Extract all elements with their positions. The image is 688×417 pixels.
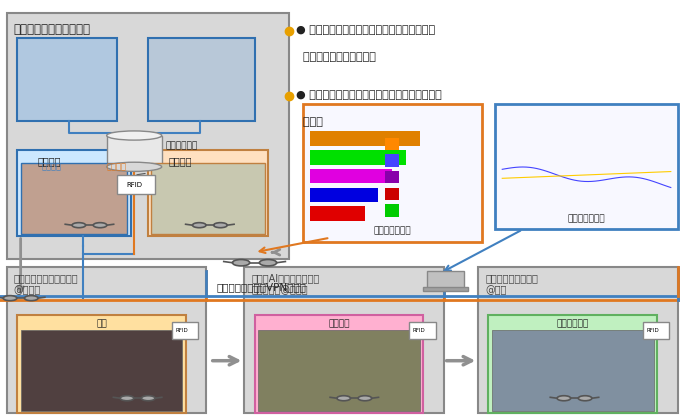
Text: 立・検査の各工程を模擬: 立・検査の各工程を模擬	[296, 52, 376, 62]
Bar	[409, 322, 436, 339]
Bar	[172, 322, 198, 339]
Text: バリ取り: バリ取り	[169, 156, 192, 166]
Bar	[117, 175, 155, 194]
Bar	[385, 188, 399, 200]
Text: データベース: データベース	[165, 141, 197, 151]
Bar	[258, 330, 420, 411]
Text: RFID: RFID	[126, 182, 142, 188]
Bar	[385, 204, 399, 217]
Text: 稼働状況: 稼働状況	[41, 162, 61, 171]
Text: 産業技術総合研究所
@東京: 産業技術総合研究所 @東京	[485, 273, 538, 295]
Bar	[148, 38, 255, 121]
Text: 工程の進捗状況: 工程の進捗状況	[374, 226, 411, 236]
Text: RFID: RFID	[175, 328, 188, 333]
Ellipse shape	[107, 131, 162, 140]
Bar	[643, 322, 669, 339]
Bar	[492, 330, 654, 411]
FancyBboxPatch shape	[478, 267, 678, 413]
Ellipse shape	[120, 396, 133, 401]
Bar	[151, 163, 265, 234]
Bar	[385, 138, 399, 150]
Ellipse shape	[72, 223, 86, 228]
Text: 組立て・検査: 組立て・検査	[557, 319, 589, 329]
Text: 表面処理: 表面処理	[328, 319, 350, 329]
Ellipse shape	[3, 296, 17, 301]
Bar	[310, 150, 406, 165]
Bar	[21, 163, 127, 234]
FancyBboxPatch shape	[303, 104, 482, 242]
FancyBboxPatch shape	[244, 267, 444, 413]
Ellipse shape	[233, 259, 250, 266]
Text: 装置の稼働状況: 装置の稼働状況	[568, 214, 605, 223]
FancyBboxPatch shape	[17, 315, 186, 413]
Ellipse shape	[578, 396, 592, 401]
Text: RFID: RFID	[647, 328, 659, 333]
Ellipse shape	[358, 396, 372, 401]
Ellipse shape	[214, 223, 227, 228]
Bar	[310, 206, 365, 221]
Ellipse shape	[93, 223, 107, 228]
FancyBboxPatch shape	[488, 315, 657, 413]
Ellipse shape	[193, 223, 206, 228]
Text: ロウ付け: ロウ付け	[38, 156, 61, 166]
Bar	[385, 171, 399, 183]
Ellipse shape	[337, 396, 350, 401]
Bar	[310, 131, 420, 146]
Text: 進捗状況: 進捗状況	[107, 162, 127, 171]
Text: RFID: RFID	[413, 328, 425, 333]
FancyBboxPatch shape	[7, 13, 289, 259]
Bar	[385, 154, 399, 167]
Bar	[107, 136, 162, 167]
Ellipse shape	[25, 296, 38, 301]
Text: 福井県工業技術センター: 福井県工業技術センター	[14, 23, 91, 36]
Bar	[21, 330, 182, 411]
Text: 研磨: 研磨	[96, 319, 107, 329]
Ellipse shape	[107, 162, 162, 171]
Bar	[310, 188, 378, 202]
Text: デザインセンターふくい
@越前市: デザインセンターふくい @越前市	[14, 273, 78, 295]
Text: インターネット（VPN）接続: インターネット（VPN）接続	[217, 282, 306, 292]
Text: ● バリ取り、ロウ付け、研磨、表面処理、組: ● バリ取り、ロウ付け、研磨、表面処理、組	[296, 25, 435, 35]
FancyBboxPatch shape	[255, 315, 423, 413]
Bar	[17, 38, 117, 121]
Ellipse shape	[142, 396, 155, 401]
Text: ● 進捗状況・稼働状況をデータベースに集積・: ● 進捗状況・稼働状況をデータベースに集積・	[296, 90, 442, 100]
Bar	[310, 169, 392, 183]
FancyBboxPatch shape	[17, 150, 131, 236]
FancyBboxPatch shape	[7, 267, 206, 413]
Text: 可視化: 可視化	[296, 117, 323, 127]
Text: ふくいAIビジネス・オー
プンラボ　@坂井市: ふくいAIビジネス・オー プンラボ @坂井市	[251, 273, 319, 295]
Ellipse shape	[557, 396, 571, 401]
FancyBboxPatch shape	[495, 104, 678, 229]
FancyBboxPatch shape	[148, 150, 268, 236]
Bar	[427, 271, 464, 288]
Bar	[423, 287, 468, 291]
Ellipse shape	[259, 259, 277, 266]
